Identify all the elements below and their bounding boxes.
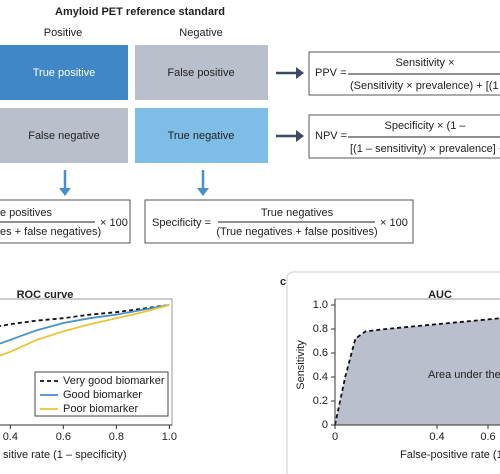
formula-label: PPV = <box>315 67 347 79</box>
formula-denominator: es + false negatives) <box>0 226 101 238</box>
x-tick-label: 0.4 <box>3 431 18 443</box>
x-axis-label: False-positive rate (1 – sp <box>400 449 500 461</box>
formula-factor: × 100 <box>100 217 128 229</box>
chart-title: AUC <box>428 289 452 301</box>
formula-numerator: e positives <box>0 207 52 219</box>
cell-label: True negative <box>168 130 235 142</box>
y-tick-label: 1.0 <box>313 299 328 311</box>
formula-denominator: (Sensitivity × prevalence) + [(1 – <box>350 80 500 92</box>
arrows-right <box>276 67 304 142</box>
x-tick-label: 0.6 <box>480 431 495 443</box>
formula-denominator: [(1 – sensitivity) × prevalence] + <box>350 143 500 155</box>
legend-label: Very good biomarker <box>63 375 165 387</box>
formula-numerator: Specificity × (1 – <box>384 120 466 132</box>
x-axis-label: sitive rate (1 – specificity) <box>3 449 126 461</box>
legend-label: Good biomarker <box>63 389 142 401</box>
y-tick-label: 0 <box>322 419 328 431</box>
panel-label: c <box>280 276 286 288</box>
arrows-down <box>59 170 209 196</box>
formula-factor: × 100 <box>380 217 408 229</box>
diagram-title: Amyloid PET reference standard <box>55 6 225 18</box>
annotation: Area under the <box>428 369 500 381</box>
y-tick-label: 0.8 <box>313 323 328 335</box>
x-tick-label: 0.6 <box>56 431 71 443</box>
roc-line <box>0 304 170 345</box>
formula-label: Specificity = <box>152 217 211 229</box>
x-tick-label: 0.4 <box>429 431 444 443</box>
legend-label: Poor biomarker <box>63 403 139 415</box>
panel-frame <box>286 271 500 474</box>
cell-label: False positive <box>167 67 234 79</box>
column-label: Negative <box>179 27 222 39</box>
y-tick-label: 0.6 <box>313 347 328 359</box>
roc-line <box>0 304 170 327</box>
cell-label: False negative <box>28 130 100 142</box>
y-tick-label: 0.4 <box>313 371 328 383</box>
cell-box <box>135 108 268 163</box>
cell-box <box>0 108 128 163</box>
formula-denominator: (True negatives + false positives) <box>216 226 377 238</box>
area-fill <box>335 318 500 425</box>
y-tick-label: 0.2 <box>313 395 328 407</box>
chart-title: ROC curve <box>17 289 74 301</box>
roc-line <box>0 304 170 357</box>
column-label: Positive <box>44 27 83 39</box>
cell-box <box>0 45 128 100</box>
cell-box <box>135 45 268 100</box>
cell-label: True positive <box>33 67 96 79</box>
formula-numerator: True negatives <box>261 207 334 219</box>
y-axis-label: Sensitivity <box>295 340 307 390</box>
x-tick-label: 1.0 <box>162 431 177 443</box>
x-tick-label: 0 <box>332 431 338 443</box>
formula-numerator: Sensitivity × <box>396 57 455 69</box>
formula-label: NPV = <box>315 130 347 142</box>
x-tick-label: 0.8 <box>109 431 124 443</box>
